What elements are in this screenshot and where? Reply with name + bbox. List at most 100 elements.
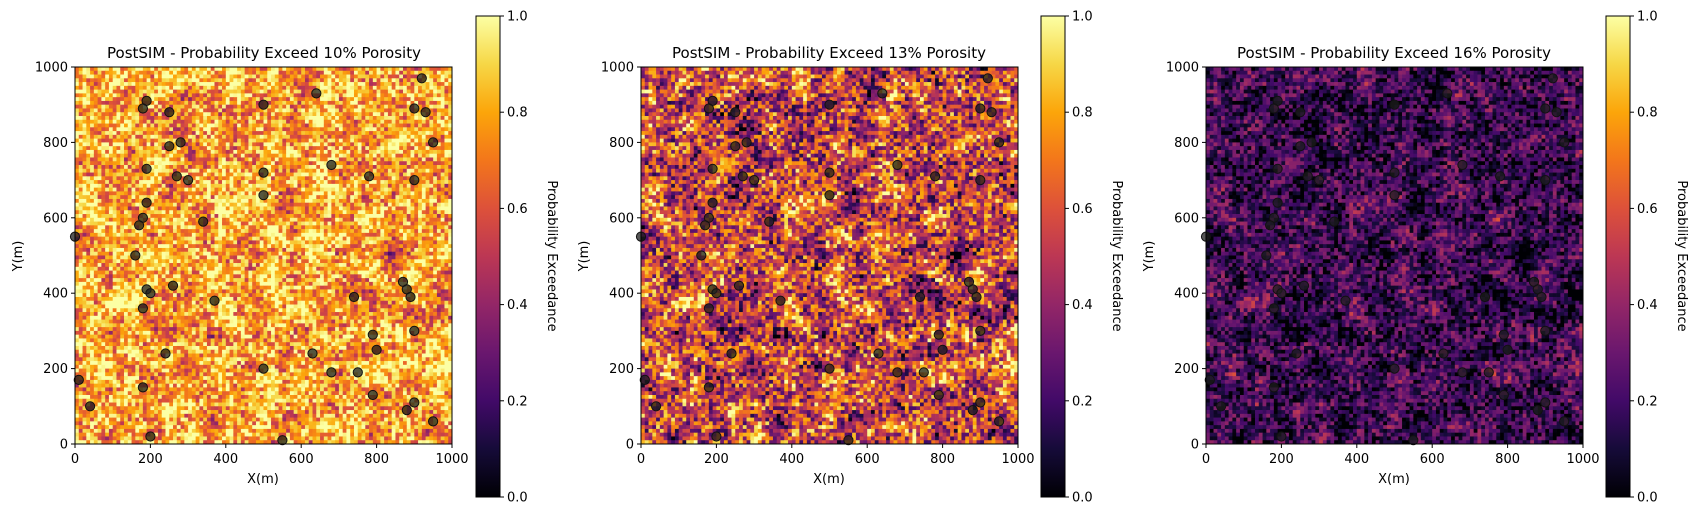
- heatmap-cell: [328, 90, 332, 94]
- heatmap-cell: [214, 82, 218, 86]
- heatmap-cell: [135, 67, 139, 71]
- heatmap-cell: [388, 131, 392, 135]
- heatmap-cell: [86, 173, 90, 177]
- heatmap-cell: [264, 154, 268, 158]
- heatmap-cell: [331, 135, 335, 139]
- heatmap-cell: [86, 206, 90, 210]
- heatmap-cell: [388, 161, 392, 165]
- heatmap-cell: [199, 108, 203, 112]
- heatmap-cell: [154, 131, 158, 135]
- heatmap-cell: [252, 112, 256, 116]
- heatmap-cell: [256, 108, 260, 112]
- heatmap-cell: [154, 180, 158, 184]
- heatmap-cell: [437, 78, 441, 82]
- heatmap-cell: [365, 124, 369, 128]
- heatmap-cell: [384, 161, 388, 165]
- heatmap-cell: [101, 67, 105, 71]
- heatmap-cell: [297, 154, 301, 158]
- heatmap-cell: [98, 124, 102, 128]
- heatmap-cell: [286, 75, 290, 79]
- heatmap-cell: [279, 97, 283, 101]
- heatmap-cell: [264, 90, 268, 94]
- heatmap-cell: [422, 67, 426, 71]
- heatmap-cell: [313, 120, 317, 124]
- heatmap-cell: [369, 206, 373, 210]
- heatmap-cell: [354, 108, 358, 112]
- heatmap-cell: [83, 161, 87, 165]
- heatmap-cell: [177, 191, 181, 195]
- heatmap-cell: [94, 150, 98, 154]
- heatmap-cell: [173, 90, 177, 94]
- heatmap-cell: [395, 203, 399, 207]
- heatmap-cell: [407, 188, 411, 192]
- heatmap-cell: [86, 93, 90, 97]
- heatmap-cell: [86, 176, 90, 180]
- heatmap-cell: [83, 195, 87, 199]
- heatmap-cell: [237, 154, 241, 158]
- heatmap-cell: [154, 150, 158, 154]
- heatmap-cell: [154, 86, 158, 90]
- heatmap-cell: [392, 142, 396, 146]
- heatmap-cell: [433, 101, 437, 105]
- heatmap-cell: [132, 173, 136, 177]
- heatmap-cell: [441, 157, 445, 161]
- heatmap-cell: [444, 93, 448, 97]
- heatmap-cell: [98, 165, 102, 169]
- heatmap-cell: [256, 210, 260, 214]
- heatmap-cell: [139, 146, 143, 150]
- heatmap-cell: [305, 184, 309, 188]
- heatmap-cell: [392, 112, 396, 116]
- heatmap-cell: [135, 157, 139, 161]
- heatmap-cell: [429, 93, 433, 97]
- heatmap-cell: [218, 78, 222, 82]
- heatmap-cell: [350, 191, 354, 195]
- heatmap-cell: [177, 195, 181, 199]
- heatmap-cell: [313, 116, 317, 120]
- heatmap-cell: [305, 191, 309, 195]
- heatmap-cell: [98, 101, 102, 105]
- heatmap-cell: [101, 71, 105, 75]
- heatmap-cell: [211, 161, 215, 165]
- heatmap-cell: [233, 120, 237, 124]
- heatmap-cell: [154, 195, 158, 199]
- heatmap-cell: [94, 142, 98, 146]
- heatmap-cell: [233, 173, 237, 177]
- heatmap-cell: [346, 161, 350, 165]
- heatmap-cell: [392, 161, 396, 165]
- heatmap-cell: [441, 131, 445, 135]
- heatmap-cell: [354, 131, 358, 135]
- heatmap-cell: [350, 154, 354, 158]
- heatmap-cell: [365, 191, 369, 195]
- heatmap-cell: [275, 86, 279, 90]
- heatmap-cell: [109, 135, 113, 139]
- heatmap-cell: [377, 116, 381, 120]
- heatmap-cell: [196, 93, 200, 97]
- heatmap-cell: [444, 165, 448, 169]
- heatmap-cell: [286, 78, 290, 82]
- heatmap-cell: [271, 93, 275, 97]
- heatmap-cell: [241, 116, 245, 120]
- heatmap-cell: [316, 139, 320, 143]
- heatmap-cell: [83, 131, 87, 135]
- heatmap-cell: [264, 71, 268, 75]
- heatmap-cell: [83, 101, 87, 105]
- heatmap-cell: [399, 127, 403, 131]
- heatmap-cell: [279, 184, 283, 188]
- heatmap-cell: [98, 90, 102, 94]
- heatmap-cell: [395, 124, 399, 128]
- heatmap-cell: [241, 67, 245, 71]
- heatmap-cell: [256, 206, 260, 210]
- heatmap-cell: [135, 78, 139, 82]
- heatmap-cell: [260, 86, 264, 90]
- heatmap-cell: [233, 161, 237, 165]
- heatmap-cell: [279, 161, 283, 165]
- heatmap-cell: [218, 142, 222, 146]
- heatmap-cell: [101, 108, 105, 112]
- heatmap-cell: [346, 206, 350, 210]
- heatmap-cell: [90, 75, 94, 79]
- heatmap-cell: [433, 86, 437, 90]
- heatmap-cell: [192, 169, 196, 173]
- heatmap-cell: [399, 188, 403, 192]
- heatmap-cell: [83, 135, 87, 139]
- heatmap-cell: [362, 131, 366, 135]
